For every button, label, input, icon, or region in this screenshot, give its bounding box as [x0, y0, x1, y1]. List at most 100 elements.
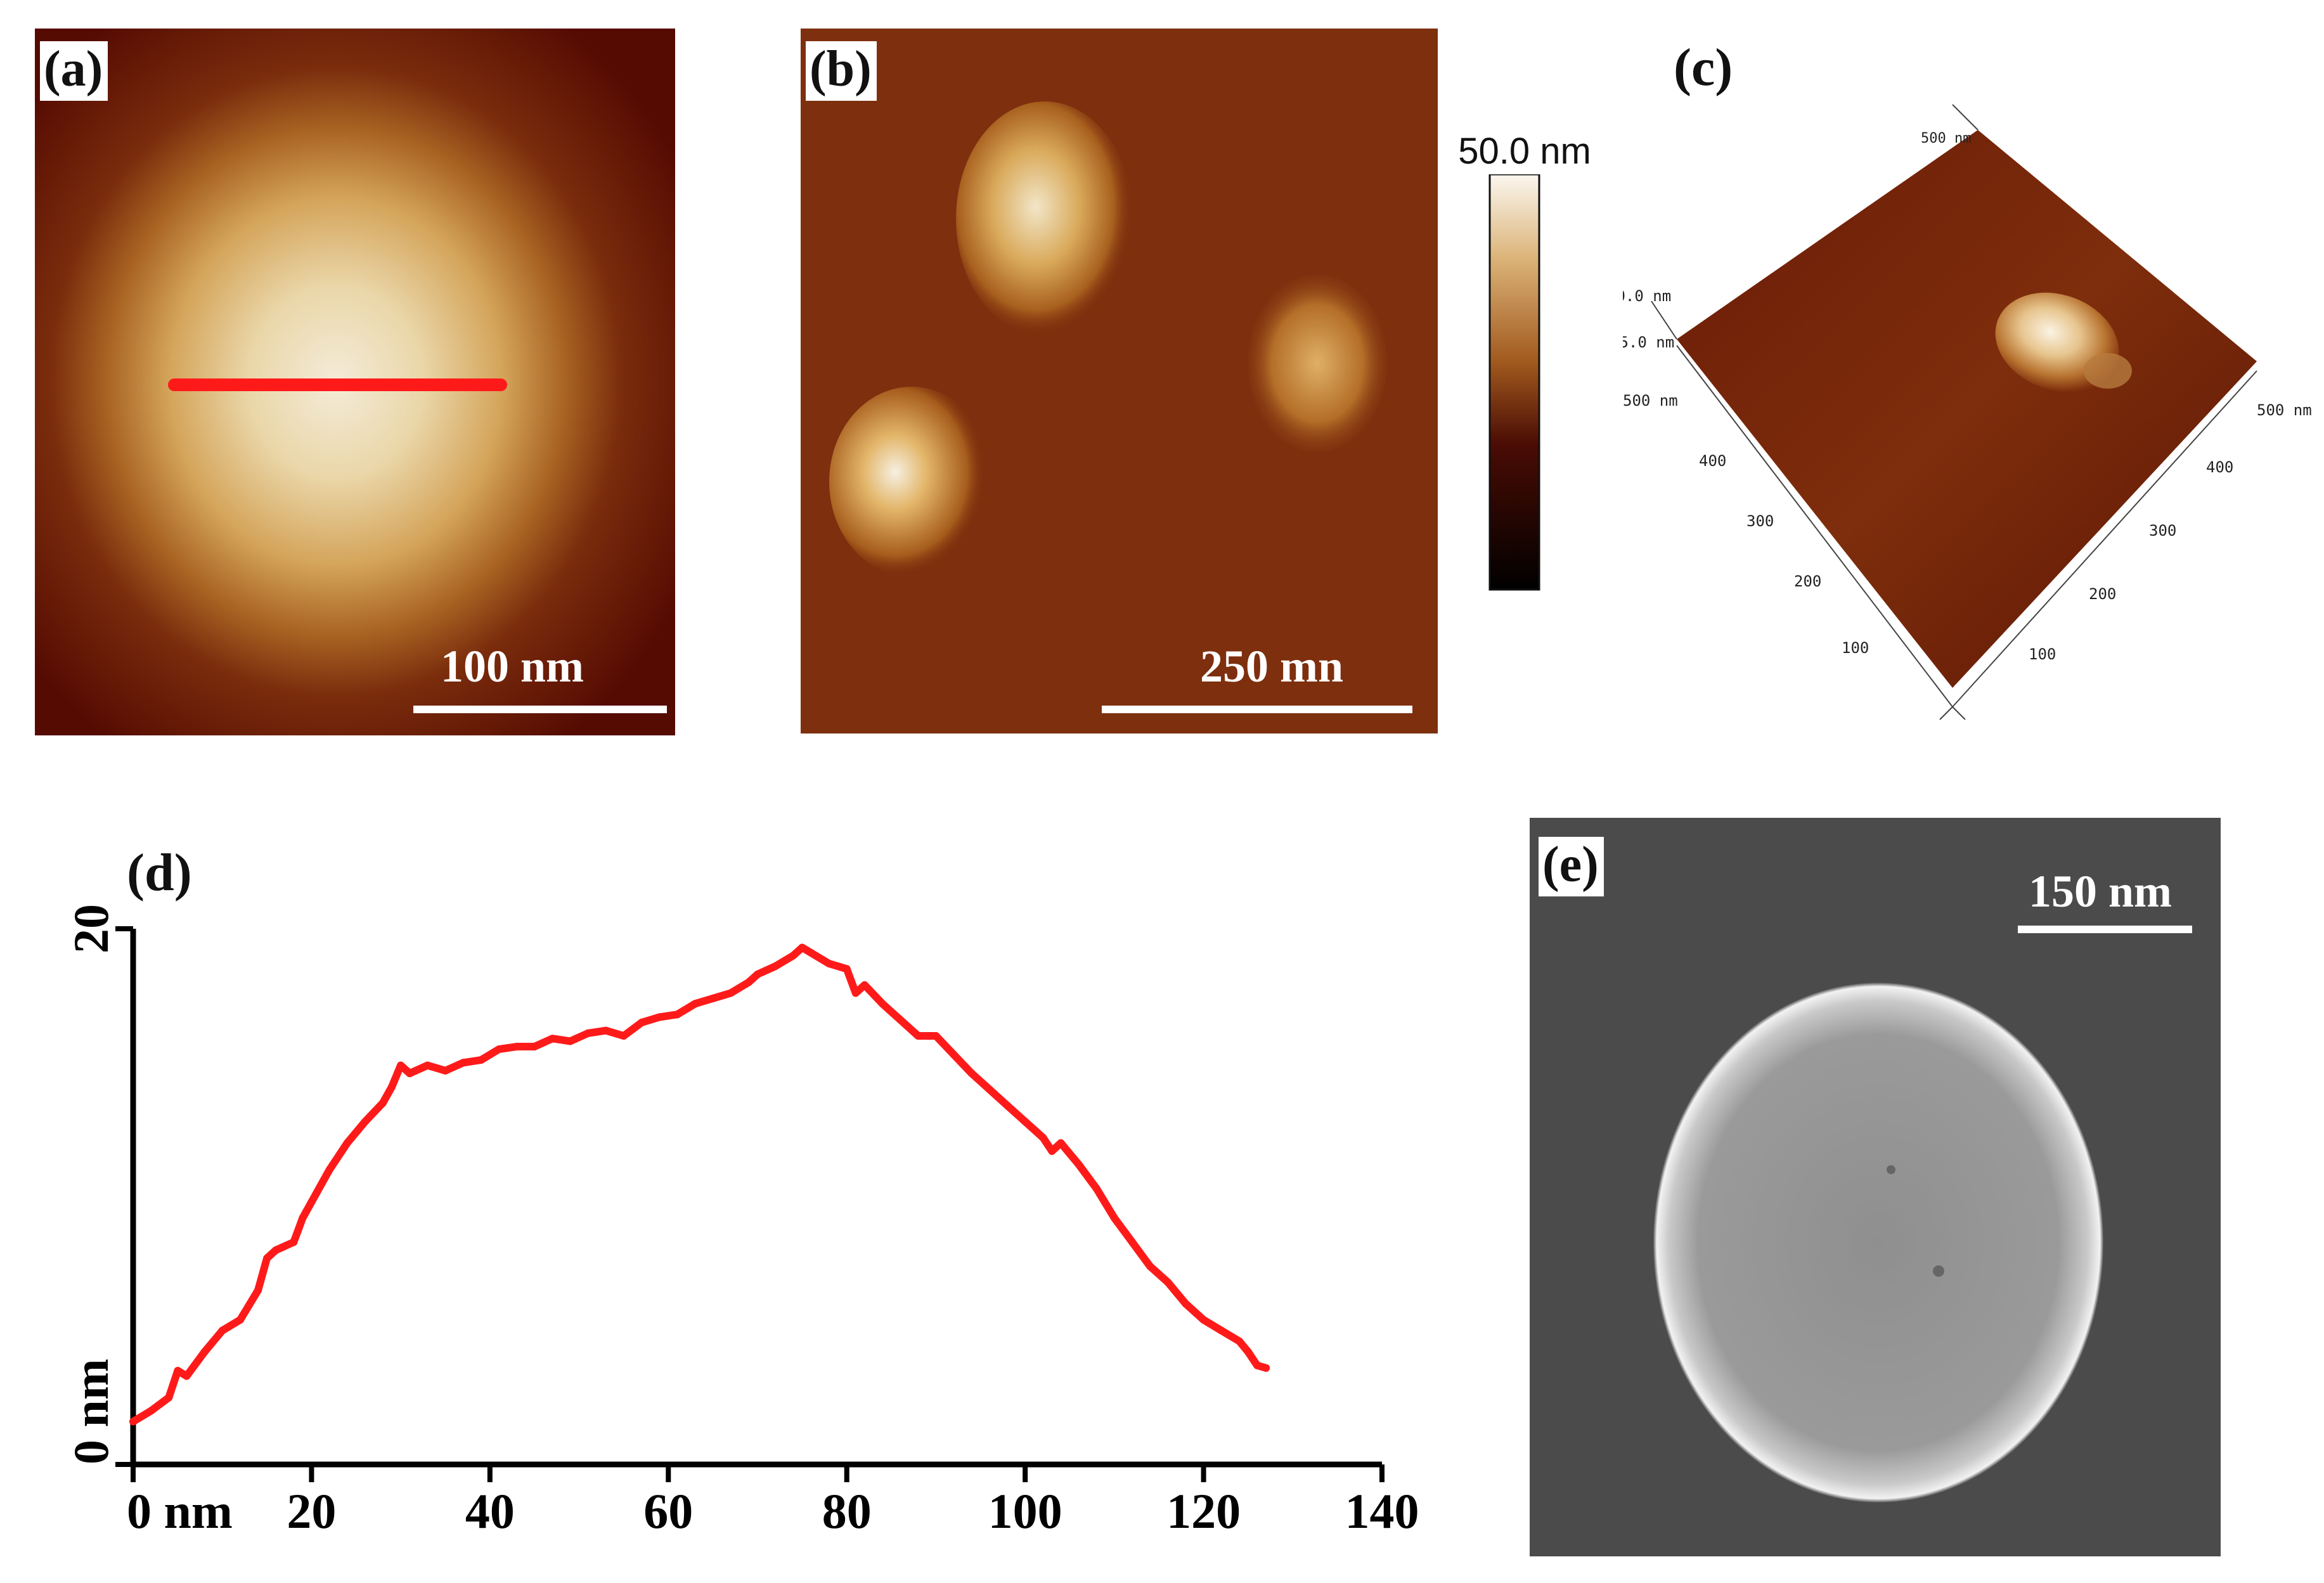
data-point — [619, 1032, 628, 1040]
data-point — [307, 1198, 316, 1206]
left-tick-1: 500 nm — [1623, 392, 1678, 410]
x-tick-label: 60 — [643, 1483, 693, 1534]
data-point — [1164, 1278, 1172, 1286]
data-point — [236, 1315, 244, 1324]
data-point — [673, 1011, 681, 1019]
data-point — [851, 989, 860, 997]
left-tick-4: 200 — [1794, 572, 1821, 590]
sem-particle — [1653, 983, 2103, 1502]
panel-a: (a) 100 nm — [35, 29, 675, 735]
data-point — [325, 1166, 333, 1174]
axis-right — [1952, 370, 2257, 708]
left-tick-5: 100 — [1842, 639, 1869, 657]
panel-label-a: (a) — [40, 41, 108, 101]
data-point — [1057, 1139, 1065, 1147]
scale-bar-e — [2018, 926, 2192, 933]
x-tick-label: 0 nm — [127, 1483, 233, 1534]
data-point — [459, 1059, 467, 1067]
y-tick-label: 20 — [63, 904, 119, 953]
data-point — [1075, 1160, 1083, 1168]
data-point — [709, 994, 717, 1002]
data-point — [754, 970, 761, 978]
right-tick-3: 300 — [2149, 522, 2176, 540]
sem-pore-1 — [1887, 1165, 1895, 1174]
data-point — [932, 1032, 940, 1040]
data-point — [798, 943, 806, 952]
data-point — [985, 1085, 993, 1094]
data-point — [744, 978, 752, 986]
data-point — [879, 1000, 886, 1008]
data-point — [290, 1238, 298, 1246]
data-point — [254, 1286, 262, 1295]
x-tick-label: 120 — [1166, 1483, 1241, 1534]
data-point — [655, 1013, 664, 1021]
x-tick-label: 80 — [822, 1483, 872, 1534]
data-point — [584, 1029, 592, 1037]
particle-b-2 — [829, 387, 994, 577]
x-tick-label: 40 — [465, 1483, 515, 1534]
afm-3d-surface: 50.0 nm 25.0 nm 500 nm 500 nm 400 300 20… — [1623, 104, 2312, 720]
data-point — [789, 952, 797, 960]
data-point — [860, 981, 868, 989]
panel-c: (c) 50.0 nm 25.0 nm — [1623, 29, 2320, 739]
data-point — [218, 1326, 226, 1334]
x-tick-label: 140 — [1345, 1483, 1419, 1534]
sem-image — [1530, 818, 2221, 1556]
data-point — [147, 1407, 155, 1415]
panel-label-b: (b) — [806, 41, 877, 101]
data-point — [272, 1246, 280, 1254]
data-point — [165, 1393, 173, 1402]
data-point — [477, 1056, 485, 1064]
left-tick-2: 400 — [1699, 452, 1726, 470]
data-point — [1262, 1364, 1270, 1372]
surface-plane — [1677, 130, 2257, 688]
data-point — [1128, 1238, 1136, 1246]
data-point — [726, 989, 735, 997]
color-scale: 50.0 nm — [1430, 130, 1620, 599]
panel-d: (d) 0 nm 20 40 60 80 100 120 140 0 nm 20 — [63, 824, 1433, 1535]
panel-label-c: (c) — [1674, 38, 1733, 97]
afm-image-b — [801, 29, 1438, 733]
data-point — [361, 1118, 369, 1126]
data-point — [1253, 1361, 1261, 1369]
data-point — [1004, 1101, 1011, 1109]
particle-b-1 — [956, 101, 1133, 336]
data-point — [1217, 1326, 1225, 1334]
data-point — [825, 959, 833, 967]
data-point — [914, 1032, 922, 1040]
right-tick-5: 100 — [2029, 645, 2056, 663]
z-tick-1: 50.0 nm — [1623, 287, 1671, 305]
data-point — [950, 1050, 958, 1059]
colorbar — [1488, 174, 1540, 591]
scale-label-b: 250 mn — [1200, 641, 1344, 692]
data-point — [771, 962, 780, 971]
profile-line-marker — [168, 378, 507, 391]
data-point — [1039, 1134, 1047, 1142]
particle-3d-shoulder — [2084, 353, 2132, 389]
data-point — [1110, 1214, 1118, 1222]
data-point — [842, 965, 851, 973]
data-point — [638, 1018, 646, 1026]
data-point — [423, 1061, 432, 1069]
x-tick-label: 100 — [988, 1483, 1062, 1534]
scale-bar-b — [1102, 706, 1412, 713]
data-point — [1146, 1262, 1154, 1270]
data-point — [1048, 1147, 1056, 1155]
panel-label-d: (d) — [127, 843, 192, 902]
data-point — [441, 1066, 449, 1075]
panel-label-e: (e) — [1539, 837, 1604, 896]
data-point — [129, 1418, 137, 1426]
x-tick-label: 20 — [287, 1483, 336, 1534]
panel-e: (e) 150 nm — [1530, 818, 2221, 1556]
data-point — [406, 1069, 414, 1078]
data-point — [513, 1042, 521, 1050]
data-point — [566, 1037, 574, 1045]
particle-b-3 — [1248, 275, 1387, 452]
data-point — [183, 1372, 191, 1380]
data-point — [397, 1061, 405, 1069]
series-line-0 — [129, 943, 1270, 1426]
axis-corner-tick-2 — [1952, 706, 1966, 720]
data-point — [602, 1026, 610, 1035]
sem-pore-2 — [1933, 1265, 1944, 1277]
scale-label-e: 150 nm — [2028, 866, 2172, 917]
